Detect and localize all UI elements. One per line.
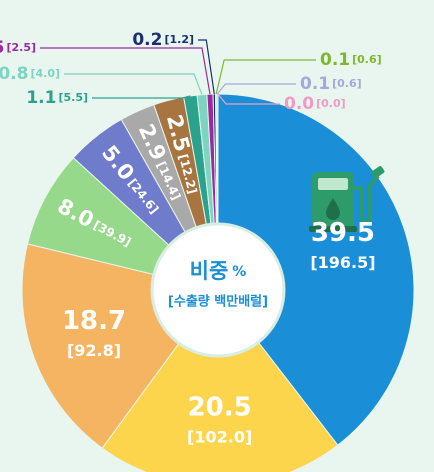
slice bbox=[101, 289, 339, 472]
center-title: 비중% bbox=[190, 259, 247, 283]
leader-line bbox=[198, 39, 215, 95]
leader-line bbox=[92, 95, 191, 99]
value-label: 0.0 bbox=[284, 94, 314, 114]
volume-label: [5.5] bbox=[58, 91, 88, 104]
slice-label: 0.1 [0.6] bbox=[300, 74, 362, 94]
value-label: 0.5 bbox=[0, 38, 4, 58]
volume-label: [2.5] bbox=[6, 41, 36, 54]
volume-label: [196.5] bbox=[310, 253, 375, 272]
value-label: 0.1 bbox=[320, 50, 350, 70]
slice-label: 0.8 [4.0] bbox=[0, 64, 60, 84]
slice-label: 0.2 [1.2] bbox=[132, 30, 194, 50]
center-hole bbox=[150, 222, 286, 358]
volume-label: [92.8] bbox=[67, 341, 121, 360]
slice-label: 1.1 [5.5] bbox=[26, 88, 88, 108]
volume-label: [0.6] bbox=[332, 77, 362, 90]
value-label: 0.8 bbox=[0, 64, 28, 84]
volume-label: [102.0] bbox=[187, 427, 252, 446]
volume-label: [0.6] bbox=[352, 53, 382, 66]
center-subtitle: [수출량 백만배럴] bbox=[168, 294, 268, 310]
volume-label: [0.0] bbox=[316, 97, 346, 110]
center-unit: % bbox=[232, 264, 246, 280]
slice-label: 0.5[2.5] bbox=[0, 38, 36, 58]
leader-line bbox=[40, 47, 211, 95]
slice-label: 0.0 [0.0] bbox=[284, 94, 346, 114]
value-label: 18.7 bbox=[62, 306, 126, 336]
leader-line bbox=[216, 83, 296, 95]
slice-label: 0.1 [0.6] bbox=[320, 50, 382, 70]
leader-line bbox=[217, 93, 280, 105]
center-title-text: 비중 bbox=[190, 259, 229, 283]
volume-label: [4.0] bbox=[30, 67, 60, 80]
value-label: 39.5 bbox=[311, 218, 375, 248]
volume-label: [1.2] bbox=[164, 33, 194, 46]
slice bbox=[217, 93, 415, 446]
leader-line bbox=[64, 73, 203, 95]
leader-line bbox=[215, 59, 316, 95]
fuel-icon bbox=[309, 166, 385, 232]
value-label: 0.2 bbox=[132, 30, 162, 50]
value-label: 20.5 bbox=[188, 392, 252, 422]
value-label: 1.1 bbox=[26, 88, 56, 108]
value-label: 0.1 bbox=[300, 74, 330, 94]
